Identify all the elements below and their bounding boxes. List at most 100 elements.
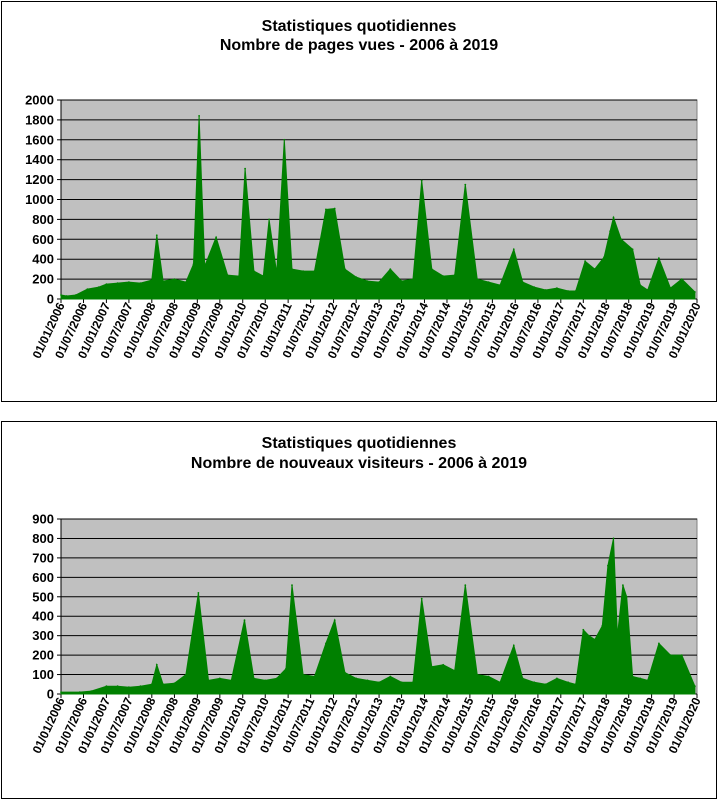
y-tick-label: 0: [47, 292, 54, 307]
data-point: [262, 275, 265, 277]
data-point: [253, 677, 255, 680]
data-point: [230, 679, 233, 682]
data-point: [669, 287, 672, 289]
data-point: [105, 685, 108, 688]
data-point: [512, 644, 515, 647]
data-point: [612, 216, 615, 219]
data-point: [412, 681, 414, 684]
data-point: [215, 236, 218, 239]
data-point: [646, 679, 649, 682]
chart-title: Statistiques quotidiennes: [261, 18, 457, 35]
data-point: [244, 167, 247, 170]
y-tick-label: 2000: [25, 93, 54, 108]
data-point: [533, 681, 536, 684]
data-point: [90, 690, 93, 692]
data-point: [333, 207, 336, 210]
data-point: [625, 595, 628, 598]
data-point: [86, 288, 89, 290]
data-point: [366, 280, 369, 282]
chart-subtitle: Nombre de pages vues - 2006 à 2019: [219, 37, 499, 54]
data-point: [442, 275, 445, 277]
y-tick-label: 400: [32, 609, 54, 624]
y-tick-label: 400: [32, 252, 54, 267]
chart-panel-new-visitors: Statistiques quotidiennes Nombre de nouv…: [1, 421, 717, 799]
data-point: [60, 294, 62, 296]
data-point: [275, 677, 278, 680]
data-point: [400, 280, 403, 282]
data-point: [325, 208, 327, 211]
data-point: [197, 592, 200, 594]
data-point: [442, 663, 445, 666]
data-point: [344, 671, 346, 674]
chart-title: Statistiques quotidiennes: [261, 435, 457, 452]
data-point: [556, 287, 558, 289]
data-point: [198, 115, 201, 117]
data-point: [355, 276, 358, 278]
data-point: [400, 681, 403, 684]
data-point: [464, 584, 467, 586]
new-visitors-chart: 010020030040050060070080090001/01/200601…: [30, 512, 704, 756]
data-point: [238, 275, 240, 277]
data-point: [173, 278, 176, 280]
page-views-chart: 020040060080010001200140016001800200001/…: [25, 93, 704, 361]
data-point: [521, 677, 524, 680]
data-point: [264, 679, 267, 682]
data-point: [616, 634, 619, 637]
data-point: [593, 268, 596, 270]
data-point: [285, 667, 287, 670]
data-point: [291, 584, 293, 586]
y-tick-label: 800: [32, 212, 54, 227]
data-point: [162, 683, 165, 686]
data-point: [476, 673, 479, 676]
data-point: [253, 270, 255, 272]
data-point: [499, 681, 501, 684]
data-point: [639, 284, 642, 286]
y-tick-label: 800: [32, 531, 54, 546]
data-point: [622, 584, 624, 586]
data-point: [150, 279, 153, 281]
data-point: [476, 278, 479, 280]
y-tick-label: 600: [32, 570, 54, 585]
y-tick-label: 300: [32, 628, 54, 643]
data-point: [420, 597, 423, 600]
data-point: [694, 685, 696, 688]
data-point: [105, 283, 108, 285]
data-point: [128, 686, 130, 689]
data-point: [378, 681, 380, 684]
data-point: [567, 681, 569, 684]
data-point: [574, 290, 577, 292]
y-tick-label: 1600: [25, 132, 54, 147]
data-point: [556, 677, 558, 680]
data-point: [584, 260, 586, 263]
data-point: [366, 679, 369, 682]
data-point: [116, 282, 119, 284]
data-point: [646, 289, 649, 291]
data-point: [464, 183, 467, 186]
data-point: [588, 634, 590, 637]
data-point: [544, 289, 547, 291]
data-point: [601, 625, 604, 627]
data-point: [139, 685, 142, 688]
data-point: [185, 281, 187, 283]
data-point: [218, 677, 221, 680]
data-point: [150, 683, 153, 686]
data-point: [268, 218, 270, 221]
data-point: [453, 274, 456, 276]
data-point: [97, 286, 100, 288]
data-point: [313, 270, 316, 272]
data-point: [192, 263, 195, 266]
data-point: [75, 294, 77, 296]
y-tick-label: 700: [32, 550, 54, 565]
data-point: [620, 238, 622, 241]
y-tick-label: 1000: [25, 192, 54, 207]
data-point: [243, 619, 246, 621]
data-point: [389, 268, 392, 270]
data-point: [420, 179, 423, 182]
data-point: [344, 268, 346, 270]
data-point: [669, 654, 672, 656]
data-point: [609, 230, 611, 233]
data-point: [355, 677, 358, 680]
y-tick-label: 600: [32, 232, 54, 247]
y-tick-label: 1400: [25, 152, 54, 167]
data-point: [430, 268, 433, 270]
